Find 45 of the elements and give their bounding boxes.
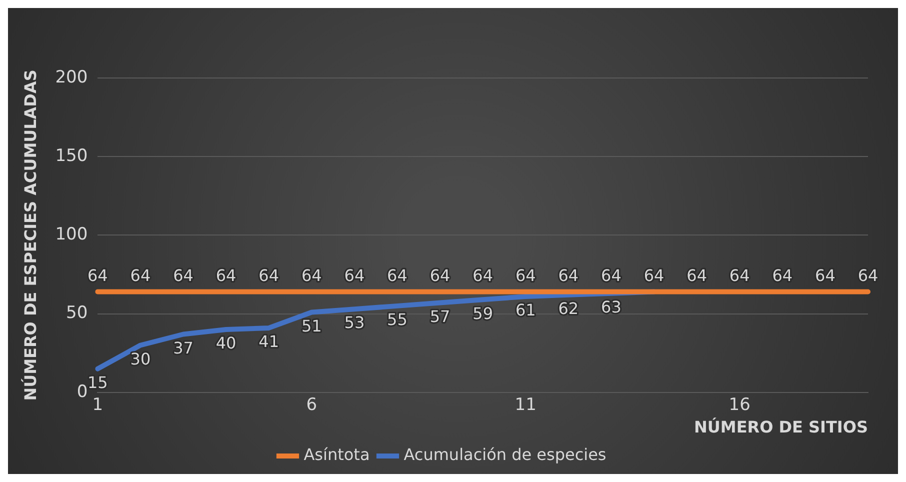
data-label: 62: [558, 299, 579, 318]
x-tick-label: 6: [306, 395, 318, 416]
data-label: 64: [173, 266, 194, 285]
data-label: 64: [301, 266, 322, 285]
data-label: 57: [430, 306, 450, 326]
x-tick-label: 1: [92, 395, 104, 416]
data-label: 15: [87, 372, 108, 392]
data-label: 64: [472, 266, 494, 285]
data-label: 64: [558, 266, 579, 285]
legend-label: Asíntota: [304, 445, 370, 464]
data-label: 61: [515, 300, 536, 320]
data-label: 64: [601, 266, 622, 285]
y-tick-label: 150: [55, 146, 88, 166]
data-label: 55: [387, 310, 408, 330]
data-label: 64: [130, 266, 151, 285]
x-tick-label: 16: [728, 395, 750, 416]
data-label: 64: [430, 266, 450, 285]
data-label: 64: [729, 266, 750, 285]
x-tick-label: 11: [514, 395, 536, 416]
data-label: 64: [344, 266, 365, 285]
data-label: 64: [387, 266, 408, 285]
data-label: 64: [258, 266, 280, 285]
data-label: 64: [87, 266, 108, 285]
data-label: 59: [472, 304, 494, 323]
y-tick-label: 100: [55, 224, 88, 245]
data-label: 64: [858, 266, 878, 285]
x-axis-title: NÚMERO DE SITIOS: [694, 418, 868, 437]
data-label: 41: [258, 332, 280, 352]
data-label: 64: [815, 266, 836, 285]
y-tick-label: 0: [76, 382, 88, 402]
data-label: 37: [173, 338, 194, 358]
data-label: 64: [644, 266, 664, 285]
data-label: 64: [686, 266, 707, 285]
data-label: 64: [772, 266, 793, 285]
legend-label: Acumulación de especies: [404, 445, 606, 464]
y-axis-title: NÚMERO DE ESPECIES ACUMULADAS: [20, 70, 40, 401]
data-label: 51: [301, 316, 322, 336]
y-tick-label: 200: [55, 67, 88, 88]
data-label: 64: [216, 266, 236, 285]
data-label: 53: [344, 313, 365, 332]
data-label: 40: [216, 334, 236, 353]
data-label: 30: [130, 349, 151, 368]
data-label: 64: [515, 266, 536, 285]
y-tick-label: 50: [66, 303, 88, 324]
data-label: 63: [601, 298, 622, 317]
